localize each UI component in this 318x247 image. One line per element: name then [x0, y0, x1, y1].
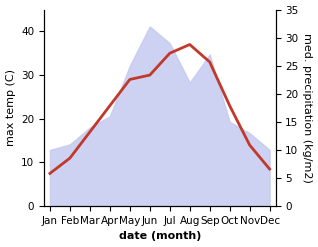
Y-axis label: med. precipitation (kg/m2): med. precipitation (kg/m2)	[302, 33, 313, 183]
X-axis label: date (month): date (month)	[119, 231, 201, 242]
Y-axis label: max temp (C): max temp (C)	[5, 69, 16, 146]
